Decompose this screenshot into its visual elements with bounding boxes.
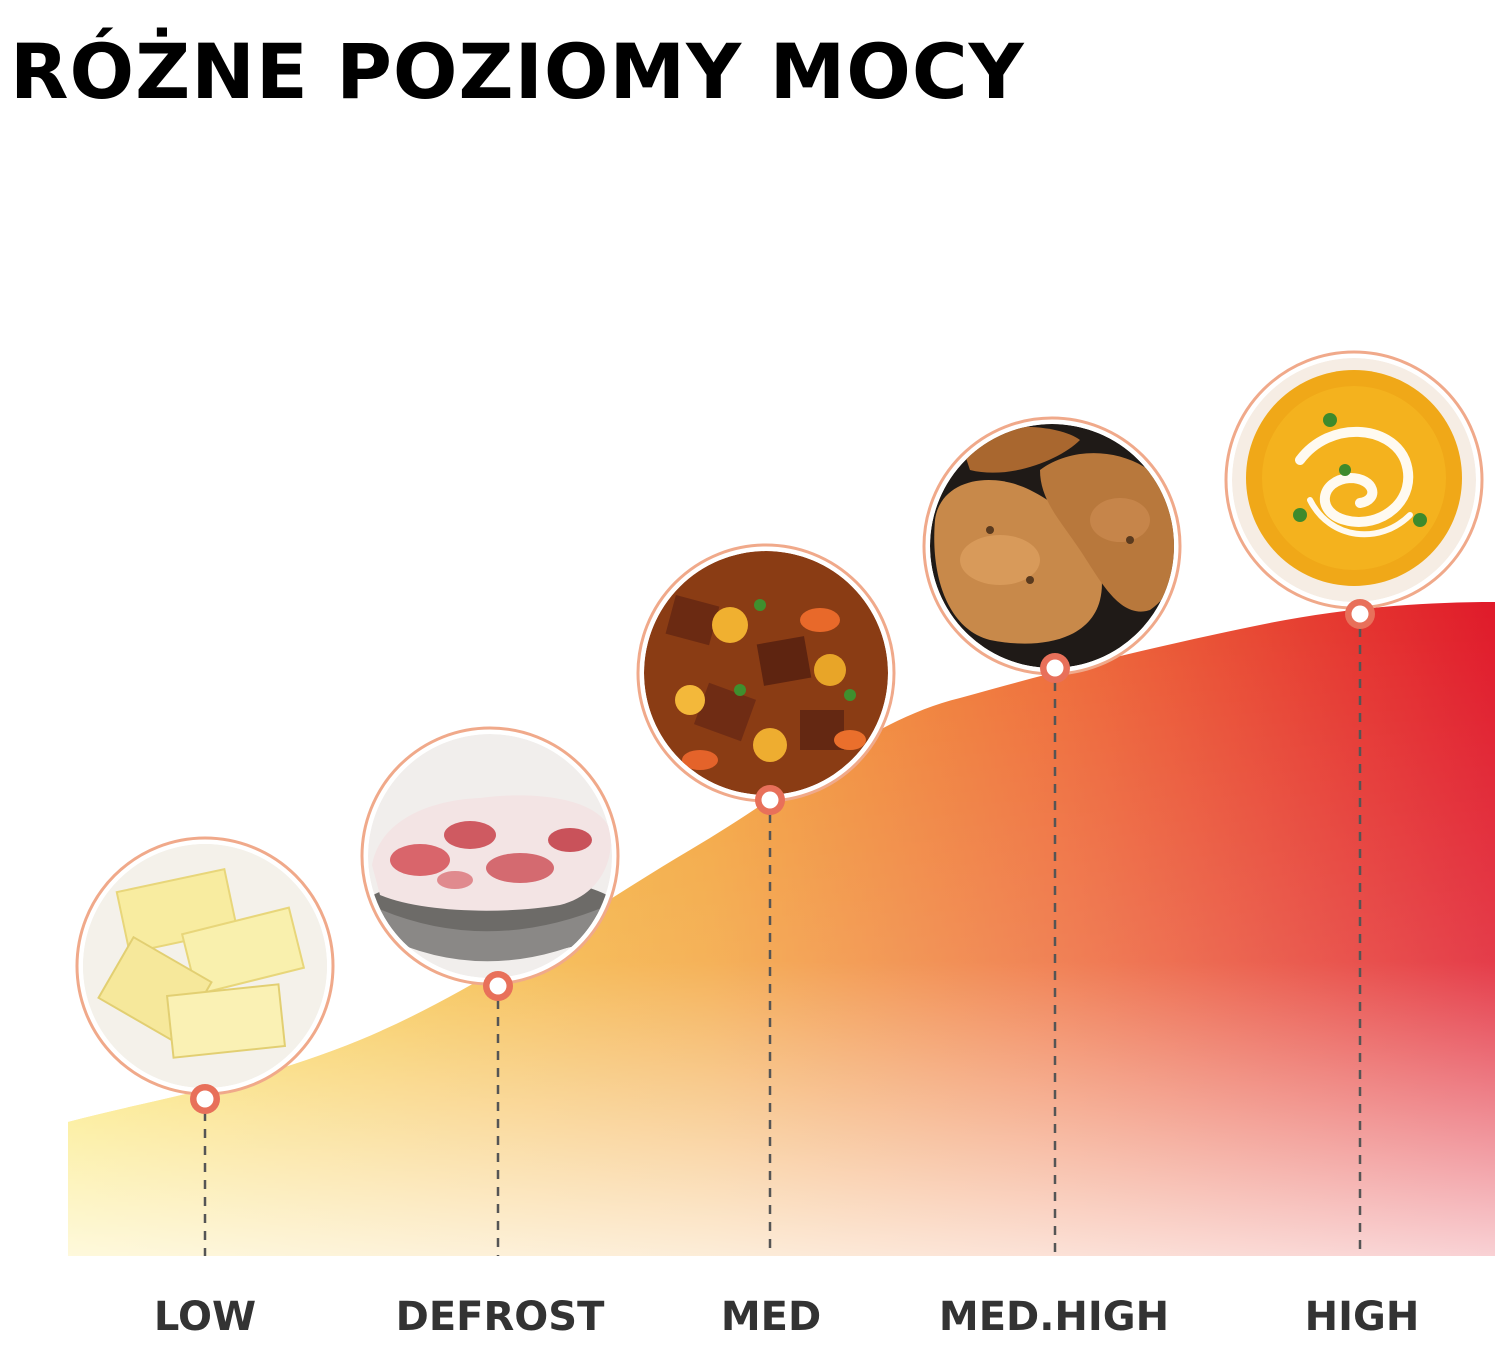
power-curve-fade (68, 602, 1495, 1256)
soup-icon (1232, 358, 1476, 602)
food-circle-high (1224, 350, 1484, 610)
level-label-med: MED (721, 1294, 821, 1340)
marker-high (1345, 599, 1375, 629)
level-label-defrost: DEFROST (396, 1294, 605, 1340)
level-label-low: LOW (154, 1294, 256, 1340)
roast-chicken-icon (930, 424, 1174, 668)
food-circle-defrost (360, 726, 620, 986)
level-markers (190, 599, 1375, 1114)
marker-med-high (1040, 653, 1070, 683)
marker-defrost (483, 971, 513, 1001)
stew-icon (644, 551, 888, 795)
level-label-med-high: MED.HIGH (939, 1294, 1169, 1340)
food-circle-low (75, 836, 335, 1096)
butter-icon (83, 844, 327, 1088)
marker-low (190, 1084, 220, 1114)
marker-med (755, 785, 785, 815)
food-circle-med (636, 543, 896, 803)
frozen-meat-icon (368, 734, 612, 978)
level-labels: LOW DEFROST MED MED.HIGH HIGH (154, 1294, 1419, 1340)
page-title: RÓŻNE POZIOMY MOCY (10, 27, 1025, 116)
food-circle-med-high (922, 416, 1182, 676)
dashed-guides (203, 628, 1362, 1256)
level-label-high: HIGH (1305, 1294, 1420, 1340)
